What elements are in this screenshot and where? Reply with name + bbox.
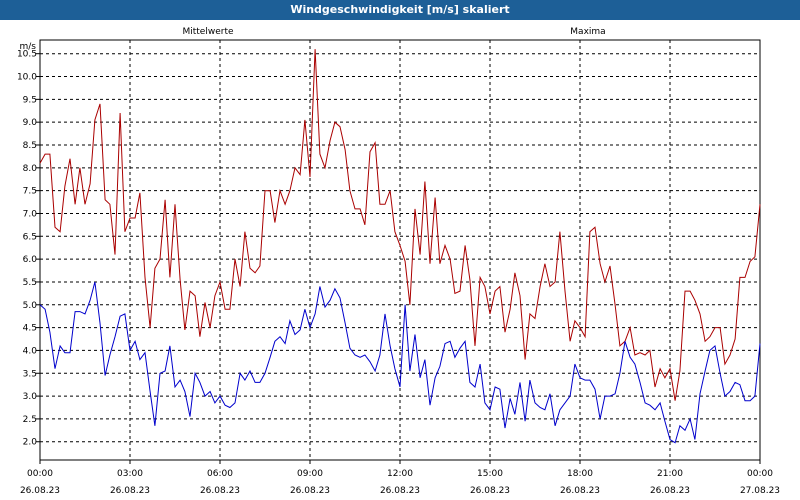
x-tick-date-label: 26.08.23 bbox=[380, 486, 420, 496]
y-tick-label: 7.5 bbox=[23, 187, 37, 197]
y-tick-label: 2.0 bbox=[23, 438, 38, 448]
x-tick-time-label: 00:00 bbox=[27, 469, 53, 479]
x-tick-date-label: 26.08.23 bbox=[560, 486, 600, 496]
window-title: Windgeschwindigkeit [m/s] skaliert bbox=[0, 0, 800, 20]
y-tick-label: 7.0 bbox=[23, 209, 38, 219]
y-tick-label: 5.5 bbox=[23, 278, 37, 288]
x-tick-date-label: 26.08.23 bbox=[290, 486, 330, 496]
x-tick-date-label: 26.08.23 bbox=[20, 486, 60, 496]
x-tick-date-label: 27.08.23 bbox=[740, 486, 780, 496]
series-lines bbox=[39, 49, 761, 444]
y-tick-label: 10.0 bbox=[17, 73, 37, 83]
y-tick-label: 2.5 bbox=[23, 415, 37, 425]
x-tick-date-label: 26.08.23 bbox=[110, 486, 150, 496]
y-tick-label: 5.0 bbox=[23, 301, 38, 311]
y-tick-label: 8.0 bbox=[23, 164, 38, 174]
x-tick-date-label: 26.08.23 bbox=[470, 486, 510, 496]
y-tick-label: 6.0 bbox=[23, 255, 38, 265]
y-tick-label: 9.5 bbox=[23, 95, 37, 105]
y-tick-label: 6.5 bbox=[23, 232, 37, 242]
y-tick-label: 4.0 bbox=[23, 346, 38, 356]
x-tick-time-label: 18:00 bbox=[567, 469, 593, 479]
legend-mittelwerte: Mittelwerte bbox=[182, 27, 233, 37]
y-axis-unit: m/s bbox=[20, 42, 37, 52]
x-tick-time-label: 03:00 bbox=[117, 469, 143, 479]
x-axis: 00:00 26.08.23 03:00 26.08.23 06:00 26.08.23 0… bbox=[20, 460, 780, 496]
series-line-maxima bbox=[39, 49, 761, 401]
series-line-mittelwerte bbox=[39, 281, 761, 444]
x-tick-time-label: 15:00 bbox=[477, 469, 503, 479]
y-tick-label: 8.5 bbox=[23, 141, 37, 151]
x-tick-time-label: 00:00 bbox=[747, 469, 773, 479]
x-tick-time-label: 06:00 bbox=[207, 469, 233, 479]
y-tick-label: 3.0 bbox=[23, 392, 38, 402]
y-axis: 2.0 2.5 3.0 3.5 4.0 4.5 5.0 5.5 6.0 6.5 7.0 7.5 8.0 8… bbox=[17, 50, 40, 448]
x-tick-time-label: 12:00 bbox=[387, 469, 413, 479]
y-tick-label: 4.5 bbox=[23, 324, 37, 334]
y-tick-label: 10.5 bbox=[17, 50, 37, 60]
x-tick-date-label: 26.08.23 bbox=[200, 486, 240, 496]
x-tick-time-label: 09:00 bbox=[297, 469, 323, 479]
y-tick-label: 3.5 bbox=[23, 369, 37, 379]
x-tick-time-label: 21:00 bbox=[657, 469, 683, 479]
x-tick-date-label: 26.08.23 bbox=[650, 486, 690, 496]
legend-maxima: Maxima bbox=[570, 27, 605, 37]
y-tick-label: 9.0 bbox=[23, 118, 38, 128]
